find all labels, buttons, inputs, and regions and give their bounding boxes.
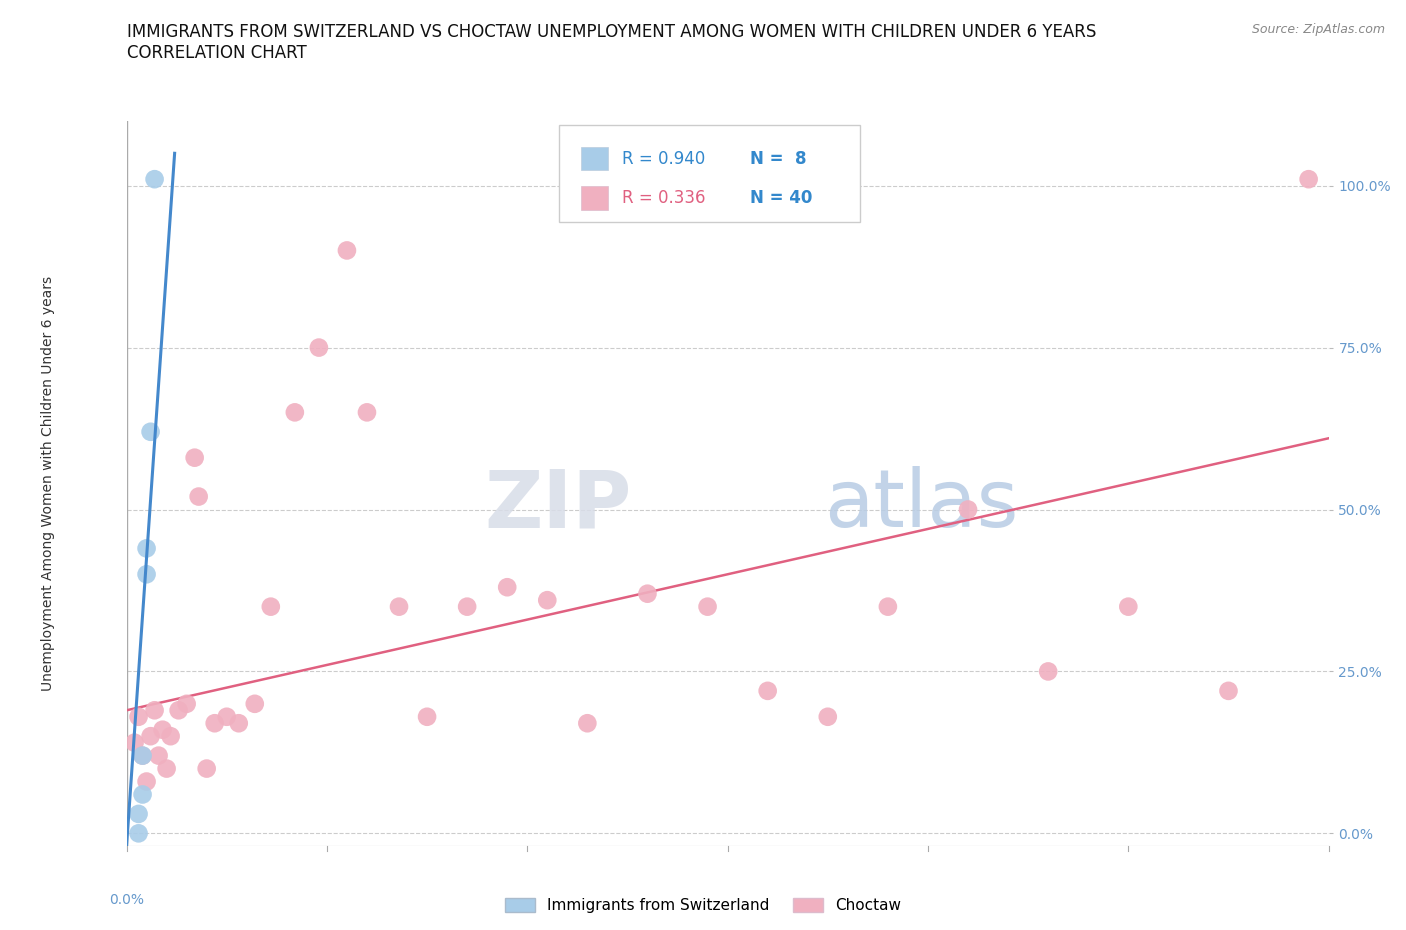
Point	[139, 424, 162, 439]
Point	[228, 716, 250, 731]
Point	[496, 579, 519, 594]
Point	[1218, 684, 1240, 698]
Point	[1298, 172, 1320, 187]
Point	[215, 710, 238, 724]
Point	[696, 599, 718, 614]
Point	[1118, 599, 1140, 614]
Point	[308, 340, 330, 355]
Point	[195, 761, 218, 776]
Text: CORRELATION CHART: CORRELATION CHART	[127, 44, 307, 61]
Point	[456, 599, 478, 614]
Point	[356, 405, 378, 419]
Text: R = 0.336: R = 0.336	[623, 189, 706, 207]
Point	[143, 703, 166, 718]
Point	[148, 748, 170, 763]
Text: ZIP: ZIP	[484, 466, 631, 544]
Point	[576, 716, 599, 731]
Point	[135, 541, 157, 556]
Point	[817, 710, 839, 724]
Point	[956, 502, 979, 517]
Point	[155, 761, 177, 776]
Point	[128, 710, 150, 724]
Point	[135, 567, 157, 582]
Point	[388, 599, 411, 614]
Point	[143, 172, 166, 187]
Text: 0.0%: 0.0%	[110, 894, 143, 908]
Point	[636, 586, 658, 601]
Point	[204, 716, 226, 731]
Point	[124, 736, 146, 751]
Point	[135, 774, 157, 789]
Point	[187, 489, 209, 504]
FancyBboxPatch shape	[560, 125, 860, 222]
Point	[139, 729, 162, 744]
Text: Source: ZipAtlas.com: Source: ZipAtlas.com	[1251, 23, 1385, 36]
Point	[416, 710, 439, 724]
Point	[167, 703, 190, 718]
Point	[877, 599, 900, 614]
Point	[183, 450, 205, 465]
Text: R = 0.940: R = 0.940	[623, 150, 706, 167]
Point	[128, 806, 150, 821]
Point	[176, 697, 198, 711]
Point	[336, 243, 359, 258]
Text: N = 40: N = 40	[749, 189, 813, 207]
Point	[131, 748, 153, 763]
Point	[243, 697, 266, 711]
Text: IMMIGRANTS FROM SWITZERLAND VS CHOCTAW UNEMPLOYMENT AMONG WOMEN WITH CHILDREN UN: IMMIGRANTS FROM SWITZERLAND VS CHOCTAW U…	[127, 23, 1095, 41]
Point	[128, 826, 150, 841]
Point	[284, 405, 307, 419]
FancyBboxPatch shape	[581, 147, 607, 170]
FancyBboxPatch shape	[581, 186, 607, 209]
Point	[260, 599, 283, 614]
Text: N =  8: N = 8	[749, 150, 806, 167]
Point	[536, 592, 558, 607]
Point	[1038, 664, 1060, 679]
Point	[131, 787, 153, 802]
Point	[152, 723, 174, 737]
Text: Unemployment Among Women with Children Under 6 years: Unemployment Among Women with Children U…	[41, 276, 55, 691]
Legend: Immigrants from Switzerland, Choctaw: Immigrants from Switzerland, Choctaw	[505, 897, 901, 913]
Point	[756, 684, 779, 698]
Point	[131, 748, 153, 763]
Point	[159, 729, 181, 744]
Text: atlas: atlas	[824, 466, 1018, 544]
